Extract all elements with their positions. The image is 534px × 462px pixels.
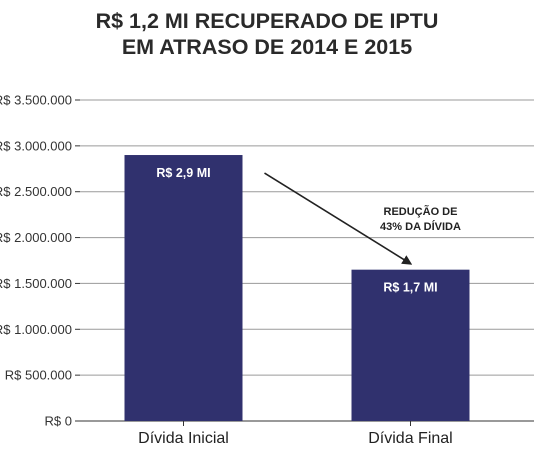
annotation-text-line: 43% DA DÍVIDA	[380, 220, 461, 233]
y-tick-label: R$ 0	[45, 414, 72, 429]
y-tick-label: R$ 3.000.000	[0, 138, 72, 153]
y-axis-ticks: R$ 0 R$ 500.000 R$ 1.000.000 R$ 1.500.000 R$…	[0, 93, 80, 429]
annotation-text-line: REDUÇÃO DE	[384, 205, 458, 218]
y-tick-label: R$ 1.500.000	[0, 276, 72, 291]
reduction-arrow	[264, 172, 413, 265]
y-tick-label: R$ 3.500.000	[0, 93, 72, 108]
bar	[351, 269, 470, 421]
bar-data-label: R$ 1,7 MI	[383, 281, 437, 295]
chart-title-line-2: EM ATRASO DE 2014 E 2015	[121, 35, 413, 59]
y-tick-label: R$ 1.000.000	[0, 322, 72, 337]
bar	[124, 155, 243, 421]
bars: R$ 2,9 MI R$ 1,7 MI	[124, 155, 470, 421]
bar-data-label: R$ 2,9 MI	[156, 166, 210, 180]
category-label: Dívida Inicial	[138, 430, 229, 447]
chart-title: R$ 1,2 MI RECUPERADO DE IPTU EM ATRASO D…	[0, 8, 534, 60]
chart-title-line-1: R$ 1,2 MI RECUPERADO DE IPTU	[95, 9, 439, 33]
reduction-annotation: REDUÇÃO DE 43% DA DÍVIDA	[264, 172, 461, 265]
category-label: Dívida Final	[368, 430, 452, 447]
y-tick-label: R$ 2.500.000	[0, 184, 72, 199]
x-axis-labels: Dívida Inicial Dívida Final	[138, 421, 453, 447]
y-tick-label: R$ 500.000	[5, 368, 72, 383]
y-tick-label: R$ 2.000.000	[0, 230, 72, 245]
